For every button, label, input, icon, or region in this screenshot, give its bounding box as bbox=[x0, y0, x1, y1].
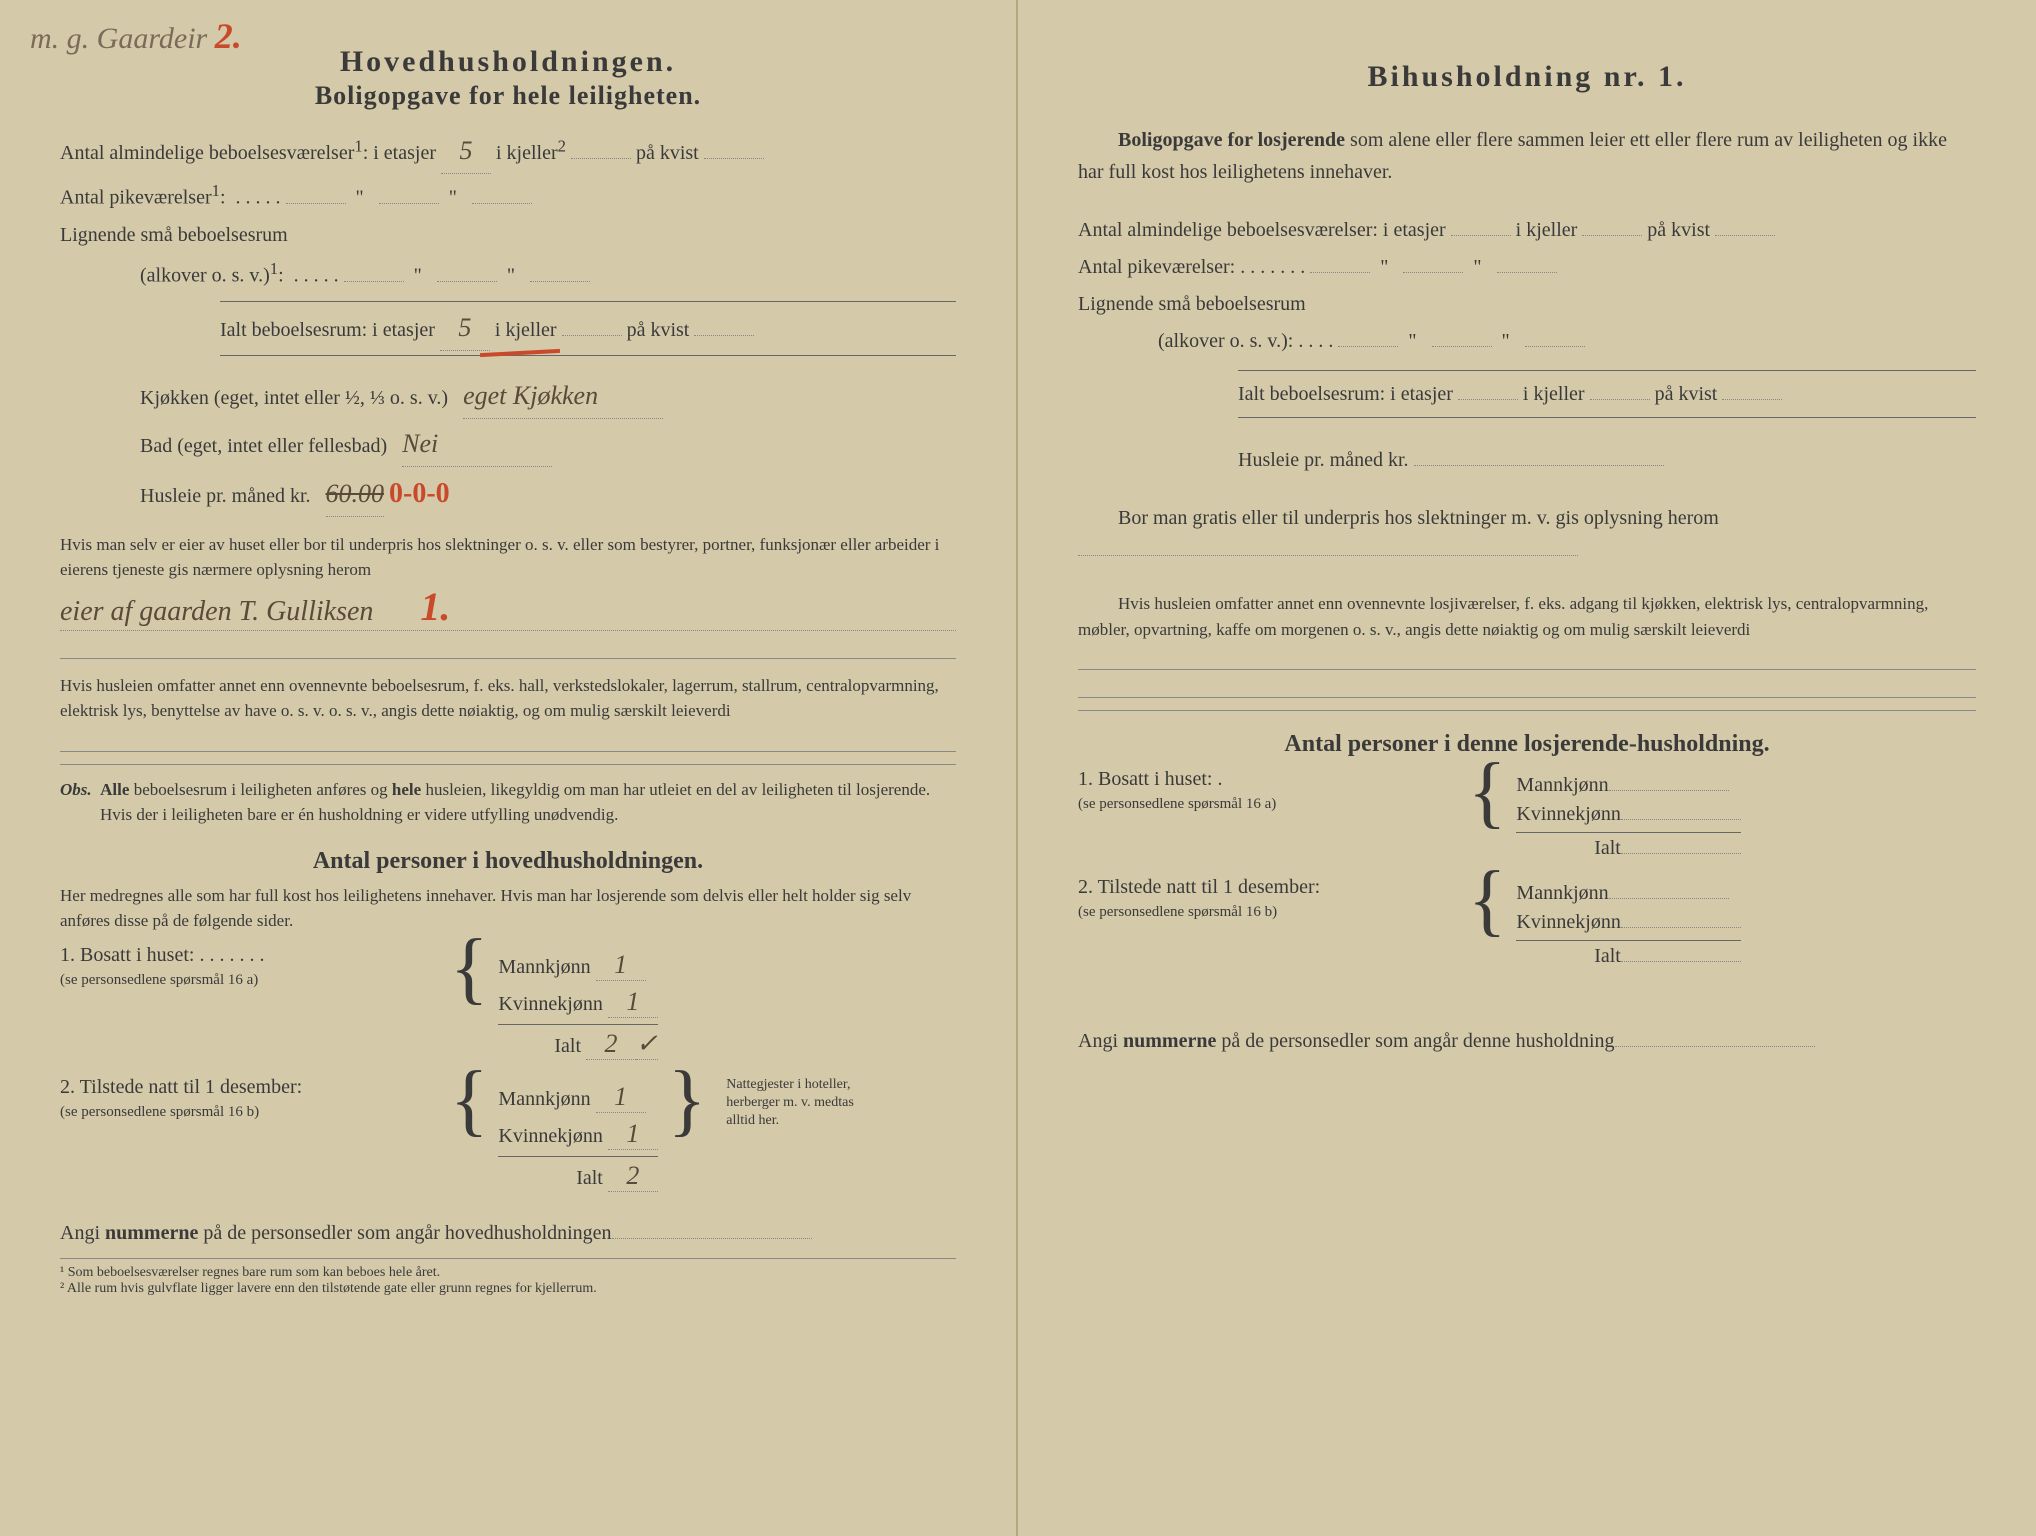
right-desc: Boligopgave for losjerende som alene ell… bbox=[1078, 124, 1976, 188]
q1-mann: 1 bbox=[596, 950, 646, 981]
r-gratis: Bor man gratis eller til underpris hos s… bbox=[1078, 502, 1976, 566]
bad-line: Bad (eget, intet eller fellesbad) Nei bbox=[140, 422, 956, 467]
rooms-line-1: Antal almindelige beboelsesværelser1: i … bbox=[60, 129, 956, 174]
annotation-num: 2. bbox=[215, 16, 242, 56]
r-line3b: (alkover o. s. v.): . . . . " " bbox=[1158, 324, 1976, 358]
rooms-line-2: Antal pikeværelser1: . . . . . " " bbox=[60, 177, 956, 215]
ialt-rooms: Ialt beboelsesrum: i etasjer 5 i kjeller… bbox=[220, 301, 956, 356]
r-line3: Lignende små beboelsesrum bbox=[1078, 287, 1976, 321]
r-rent-note: Hvis husleien omfatter annet enn ovennev… bbox=[1078, 591, 1976, 642]
section-2-desc: Her medregnes alle som har full kost hos… bbox=[60, 883, 956, 934]
top-annotation: m. g. Gaardeir 2. bbox=[30, 15, 242, 57]
etasjer-val: 5 bbox=[441, 129, 491, 174]
owner-fill: eier af gaarden T. Gulliksen 1. bbox=[60, 583, 956, 631]
r-ialt: Ialt beboelsesrum: i etasjer i kjeller p… bbox=[1238, 370, 1976, 418]
q1-kvinne: 1 bbox=[608, 987, 658, 1018]
ialt-etasjer: 5 bbox=[440, 306, 490, 351]
sidenote: Nattegjester i hoteller, herberger m. v.… bbox=[726, 1076, 866, 1131]
annotation-text: m. g. Gaardeir bbox=[30, 22, 207, 55]
q2-row: 2. Tilstede natt til 1 desember: (se per… bbox=[60, 1076, 956, 1198]
owner-note: Hvis man selv er eier av huset eller bor… bbox=[60, 532, 956, 583]
section-2-title: Antal personer i hovedhusholdningen. bbox=[60, 848, 956, 875]
q2-kvinne: 1 bbox=[608, 1119, 658, 1150]
q2-ialt: 2 bbox=[608, 1161, 658, 1192]
r-q1: 1. Bosatt i huset: . (se personsedlene s… bbox=[1078, 768, 1976, 866]
r-line1: Antal almindelige beboelsesværelser: i e… bbox=[1078, 213, 1976, 247]
left-page: m. g. Gaardeir 2. Hovedhusholdningen. Bo… bbox=[0, 0, 1018, 1536]
r-q2: 2. Tilstede natt til 1 desember: (se per… bbox=[1078, 876, 1976, 974]
title-2: Boligopgave for hele leiligheten. bbox=[60, 81, 956, 111]
nummer-line: Angi nummerne på de personsedler som ang… bbox=[60, 1216, 956, 1250]
rooms-line-3b: (alkover o. s. v.)1: . . . . . " " bbox=[140, 255, 956, 293]
q1-ialt: 2 bbox=[586, 1029, 636, 1060]
q2-mann: 1 bbox=[596, 1082, 646, 1113]
kjokken-line: Kjøkken (eget, intet eller ½, ⅓ o. s. v.… bbox=[140, 374, 956, 419]
r-nummer: Angi nummerne på de personsedler som ang… bbox=[1078, 1024, 1976, 1058]
right-title: Bihusholdning nr. 1. bbox=[1078, 60, 1976, 94]
right-page: Bihusholdning nr. 1. Boligopgave for los… bbox=[1018, 0, 2036, 1536]
husleie-val: 60.00 bbox=[326, 472, 385, 517]
r-section2: Antal personer i denne losjerende-hushol… bbox=[1078, 731, 1976, 758]
r-husleie: Husleie pr. måned kr. bbox=[1238, 443, 1976, 477]
obs-block: Obs. Alle beboelsesrum i leiligheten anf… bbox=[60, 777, 956, 828]
footnotes: ¹ Som beboelsesværelser regnes bare rum … bbox=[60, 1258, 956, 1297]
kjokken-val: eget Kjøkken bbox=[463, 374, 663, 419]
rooms-line-3: Lignende små beboelsesrum bbox=[60, 218, 956, 252]
r-line2: Antal pikeværelser: . . . . . . . " " bbox=[1078, 250, 1976, 284]
rent-note: Hvis husleien omfatter annet enn ovennev… bbox=[60, 673, 956, 724]
red-1: 1. bbox=[420, 584, 450, 629]
bad-val: Nei bbox=[402, 422, 552, 467]
husleie-red: 0-0-0 bbox=[389, 478, 450, 509]
husleie-line: Husleie pr. måned kr. 60.00 0-0-0 bbox=[140, 470, 956, 518]
q1-row: 1. Bosatt i huset: . . . . . . . (se per… bbox=[60, 944, 956, 1066]
